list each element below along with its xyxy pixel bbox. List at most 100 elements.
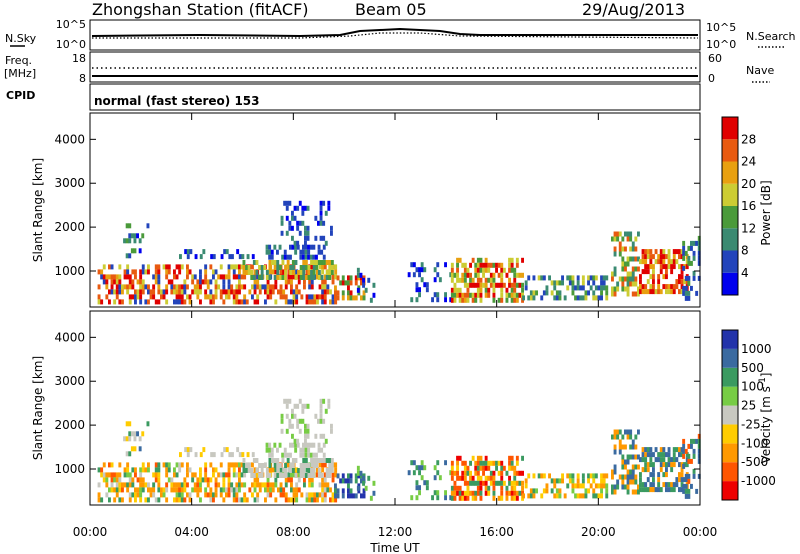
echo-cell xyxy=(152,284,156,290)
echo-cell xyxy=(476,465,480,471)
echo-cell xyxy=(183,477,187,483)
echo-cell xyxy=(325,260,329,265)
echo-cell xyxy=(134,299,137,305)
echo-cell xyxy=(280,230,284,236)
echo-cell xyxy=(474,470,478,476)
echo-cell xyxy=(199,284,202,290)
echo-cell xyxy=(327,403,331,409)
echo-cell xyxy=(307,254,311,260)
echo-cell xyxy=(136,233,139,239)
echo-cell xyxy=(307,452,311,458)
echo-cell xyxy=(649,457,653,463)
echo-cell xyxy=(412,470,416,476)
echo-cell xyxy=(325,270,329,275)
x-axis-label: Time UT xyxy=(369,541,420,554)
echo-cell xyxy=(100,274,104,280)
echo-cell xyxy=(209,492,213,498)
echo-cell xyxy=(193,482,197,488)
echo-cell xyxy=(256,284,260,290)
echo-cell xyxy=(667,452,671,458)
echo-cell xyxy=(336,473,340,479)
echo-cell xyxy=(283,200,287,206)
echo-cell xyxy=(484,485,488,491)
echo-cell xyxy=(141,462,145,468)
echo-cell xyxy=(108,462,111,468)
echo-cell xyxy=(243,294,247,300)
echo-cell xyxy=(328,458,332,463)
echo-cell xyxy=(232,269,236,275)
echo-cell xyxy=(621,276,625,282)
echo-cell xyxy=(252,473,256,478)
echo-cell xyxy=(212,254,216,260)
echo-cell xyxy=(347,290,350,296)
echo-cell xyxy=(312,463,316,468)
echo-cell xyxy=(304,249,308,255)
echo-cell xyxy=(209,497,213,503)
echo-cell xyxy=(449,470,453,476)
echo-cell xyxy=(284,497,288,503)
echo-cell xyxy=(639,472,642,478)
echo-cell xyxy=(482,282,485,288)
freq-panel-frame xyxy=(89,51,701,83)
echo-cell xyxy=(214,492,218,498)
echo-cell xyxy=(279,269,283,275)
echo-cell xyxy=(291,468,295,473)
echo-cell xyxy=(118,279,122,285)
echo-cell xyxy=(304,428,307,434)
echo-cell xyxy=(323,472,327,478)
echo-cell xyxy=(626,459,630,465)
echo-cell xyxy=(286,458,290,463)
echo-cell xyxy=(616,236,620,242)
echo-cell xyxy=(298,428,302,434)
echo-cell xyxy=(357,275,361,281)
echo-cell xyxy=(510,485,514,491)
echo-cell xyxy=(183,497,187,503)
echo-cell xyxy=(453,485,457,491)
echo-cell xyxy=(629,256,633,262)
echo-cell xyxy=(316,472,319,478)
echo-cell xyxy=(626,276,630,282)
echo-cell xyxy=(479,282,483,288)
echo-cell xyxy=(217,274,221,280)
y-tick-label: 1000 xyxy=(54,264,85,278)
echo-cell xyxy=(571,483,575,489)
date-label: 29/Aug/2013 xyxy=(582,0,685,19)
echo-cell xyxy=(204,467,208,473)
echo-cell xyxy=(152,487,156,493)
echo-cell xyxy=(670,467,674,473)
echo-cell xyxy=(548,275,551,281)
echo-cell xyxy=(258,487,262,493)
echo-cell xyxy=(634,434,638,440)
echo-cell xyxy=(126,472,130,478)
echo-cell xyxy=(682,290,686,296)
echo-cell xyxy=(329,487,332,493)
echo-cell xyxy=(687,260,691,266)
echo-cell xyxy=(515,292,519,298)
echo-cell xyxy=(510,297,514,303)
echo-cell xyxy=(245,299,249,305)
echo-cell xyxy=(141,233,145,239)
colorbar-tick-label: 8 xyxy=(741,244,749,258)
echo-cell xyxy=(313,492,317,498)
echo-cell xyxy=(230,482,234,488)
echo-cell xyxy=(505,292,509,298)
colorbar-tick-label: 4 xyxy=(741,266,749,280)
echo-cell xyxy=(260,463,264,468)
echo-cell xyxy=(113,279,117,285)
echo-cell xyxy=(362,290,366,296)
echo-cell xyxy=(204,487,208,493)
echo-cell xyxy=(108,497,111,503)
echo-cell xyxy=(685,462,689,468)
echo-cell xyxy=(515,282,519,288)
echo-cell xyxy=(273,442,277,448)
echo-cell xyxy=(113,289,117,295)
echo-cell xyxy=(489,272,493,278)
echo-cell xyxy=(466,297,470,303)
echo-cell xyxy=(178,294,182,300)
echo-cell xyxy=(476,262,480,268)
echo-cell xyxy=(592,290,596,296)
echo-cell xyxy=(284,279,288,285)
echo-cell xyxy=(579,285,583,291)
echo-cell xyxy=(199,467,202,473)
